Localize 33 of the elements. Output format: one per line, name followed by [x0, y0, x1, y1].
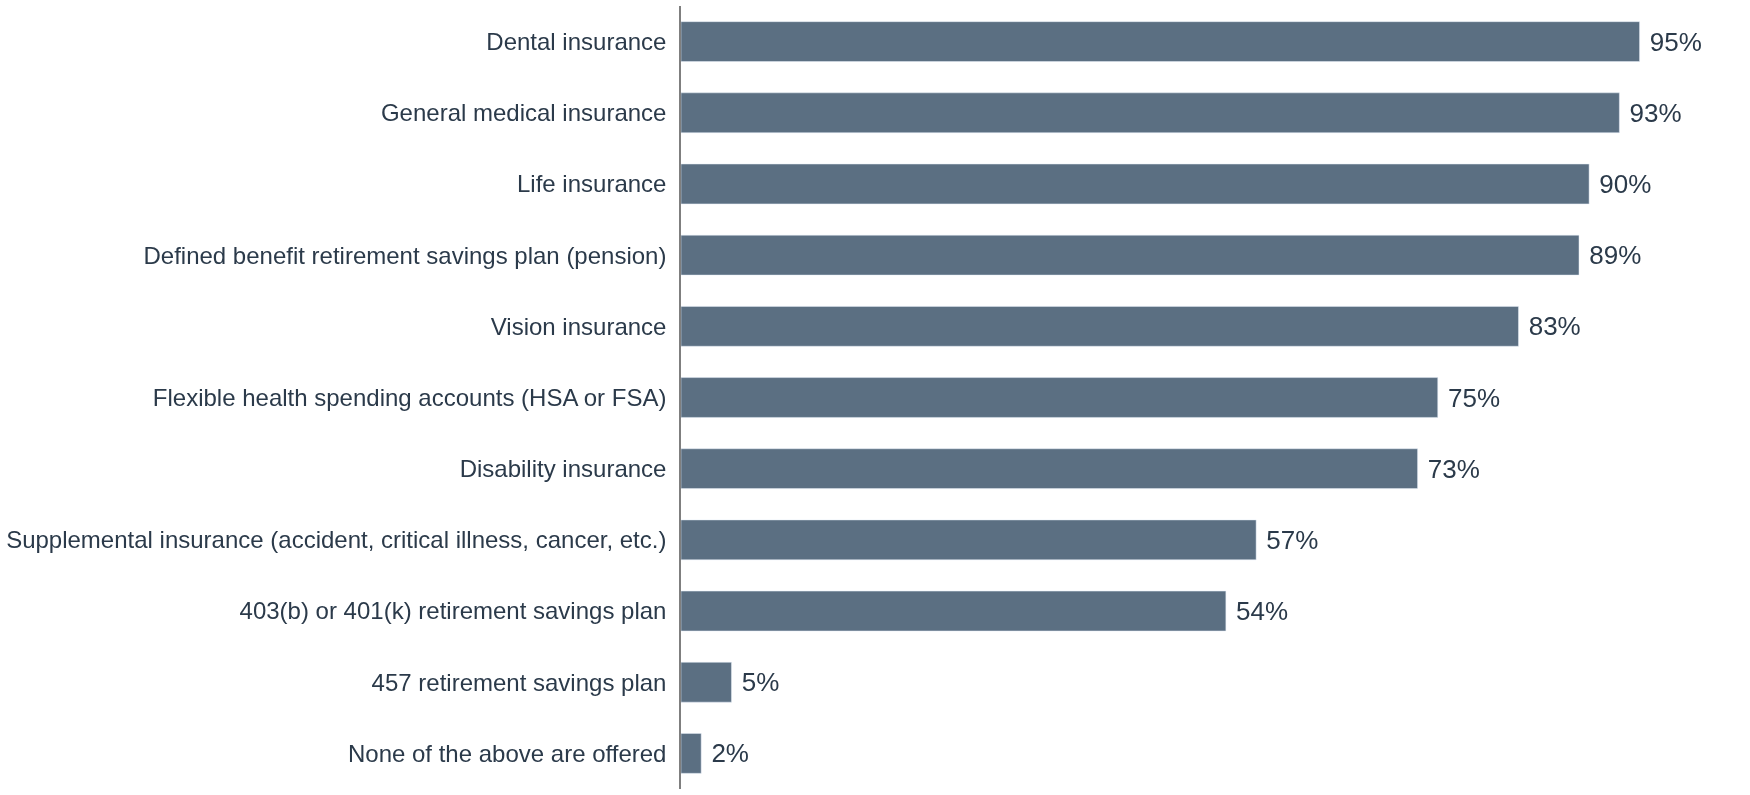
y-tick-label: 457 retirement savings plan	[371, 668, 667, 696]
data-label: 95%	[1642, 26, 1702, 57]
data-label: 5%	[734, 667, 780, 698]
bar	[681, 163, 1590, 205]
y-tick-label: Flexible health spending accounts (HSA or FSA)	[152, 383, 667, 411]
y-tick-label: Disability insurance	[459, 455, 667, 483]
bar	[681, 92, 1620, 133]
bar	[681, 590, 1227, 632]
data-label: 90%	[1592, 168, 1652, 199]
data-label: 54%	[1228, 596, 1289, 627]
bar	[681, 377, 1438, 418]
data-label: 89%	[1582, 240, 1642, 271]
data-label: 75%	[1440, 382, 1501, 413]
bar	[681, 21, 1640, 62]
data-label: 57%	[1259, 524, 1319, 555]
bar	[681, 733, 702, 774]
y-tick-label: None of the above are offered	[347, 739, 667, 767]
y-tick-label: Defined benefit retirement savings plan (pension)	[143, 241, 667, 269]
data-label: 93%	[1622, 97, 1682, 128]
y-tick-label: General medical insurance	[380, 99, 667, 127]
y-tick-label: Supplemental insurance (accident, critical illness, cancer, etc.)	[6, 526, 667, 554]
y-tick-label: Vision insurance	[490, 312, 667, 340]
bar	[681, 234, 1580, 276]
data-label: 2%	[704, 738, 749, 769]
y-tick-label: Life insurance	[517, 170, 667, 198]
y-tick-label: Dental insurance	[486, 27, 667, 55]
y-tick-label: 403(b) or 401(k) retirement savings plan	[239, 597, 667, 625]
bar	[681, 519, 1257, 561]
bar	[681, 306, 1519, 347]
bar	[681, 448, 1418, 489]
bar	[681, 662, 732, 703]
data-label: 83%	[1521, 311, 1581, 342]
data-label: 73%	[1420, 453, 1480, 484]
